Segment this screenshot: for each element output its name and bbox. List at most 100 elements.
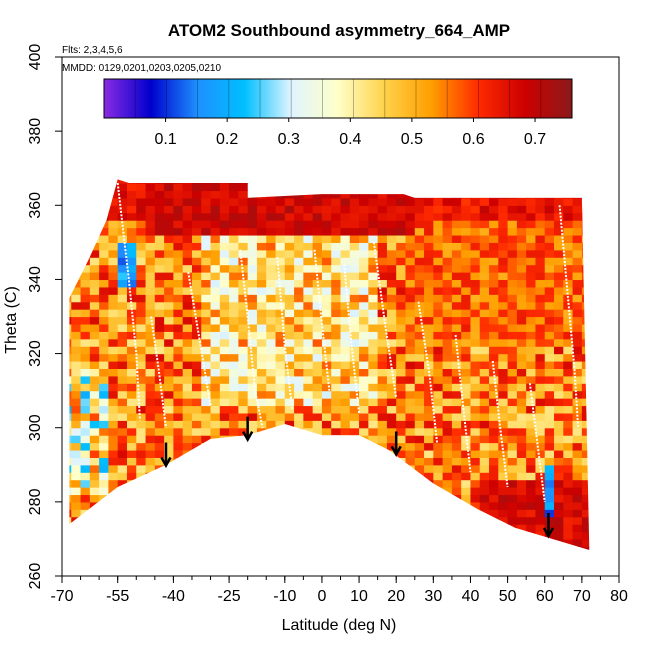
heatmap-cell	[154, 205, 165, 214]
heatmap-cell	[80, 346, 91, 355]
heatmap-cell	[433, 183, 444, 192]
heatmap-cell	[294, 301, 304, 310]
heatmap-cell	[516, 323, 527, 332]
heatmap-cell	[377, 212, 388, 221]
heatmap-cell	[405, 442, 416, 451]
heatmap-cell	[340, 190, 351, 199]
heatmap-cell	[219, 531, 230, 540]
heatmap-cell	[229, 405, 239, 414]
heatmap-cell	[201, 168, 211, 176]
heatmap-cell	[99, 390, 110, 399]
heatmap-cell	[89, 368, 100, 377]
heatmap-cell	[69, 234, 72, 243]
heatmap-cell	[386, 405, 397, 414]
heatmap-cell	[173, 179, 184, 184]
heatmap-cell	[126, 487, 137, 496]
heatmap-cell	[89, 516, 100, 525]
heatmap-cell	[544, 183, 555, 192]
heatmap-cell	[349, 472, 360, 481]
heatmap-cell	[470, 323, 481, 332]
heatmap-cell	[442, 264, 453, 273]
heatmap-cell	[349, 412, 360, 421]
heatmap-cell	[284, 487, 295, 496]
heatmap-cell	[544, 323, 555, 332]
heatmap-cell	[572, 301, 583, 310]
heatmap-cell	[461, 294, 472, 303]
heatmap-cell	[219, 516, 230, 525]
heatmap-cell	[591, 420, 601, 428]
heatmap-cell	[331, 546, 342, 551]
heatmap-cell	[99, 316, 110, 325]
heatmap-cell	[219, 331, 230, 340]
heatmap-cell	[275, 205, 286, 214]
heatmap-cell	[238, 205, 249, 214]
heatmap-cell	[581, 346, 590, 355]
heatmap-cell	[136, 509, 147, 518]
heatmap-cell	[312, 316, 323, 325]
heatmap-cell	[145, 464, 156, 473]
heatmap-cell	[349, 405, 360, 414]
heatmap-cell	[451, 524, 462, 533]
heatmap-cell	[368, 227, 379, 236]
heatmap-cell	[266, 264, 277, 273]
heatmap-cell	[238, 212, 249, 221]
heatmap-cell	[442, 398, 453, 407]
heatmap-cell	[368, 472, 379, 481]
heatmap-cell	[266, 257, 277, 266]
heatmap-cell	[321, 420, 332, 429]
heatmap-cell	[461, 257, 472, 266]
heatmap-cell	[498, 457, 509, 466]
heatmap-cell	[433, 531, 444, 540]
heatmap-cell	[414, 524, 425, 533]
heatmap-cell	[247, 472, 258, 481]
heatmap-cell	[211, 554, 221, 562]
heatmap-cell	[386, 264, 397, 273]
heatmap-cell	[154, 257, 165, 266]
heatmap-cell	[210, 212, 221, 221]
heatmap-cell	[238, 457, 249, 466]
heatmap-cell	[563, 205, 574, 214]
heatmap-cell	[414, 183, 425, 192]
heatmap-cell	[71, 442, 82, 451]
heatmap-cell	[89, 479, 100, 488]
heatmap-cell	[461, 272, 472, 281]
heatmap-cell	[247, 279, 258, 288]
heatmap-cell	[424, 375, 434, 384]
heatmap-cell	[164, 353, 174, 362]
heatmap-cell	[303, 197, 314, 206]
heatmap-cell	[275, 368, 286, 377]
heatmap-field	[69, 168, 601, 562]
heatmap-cell	[331, 464, 342, 473]
heatmap-cell	[433, 331, 444, 340]
heatmap-cell	[424, 546, 434, 551]
heatmap-cell	[80, 227, 91, 236]
heatmap-cell	[591, 532, 601, 540]
heatmap-cell	[535, 472, 546, 481]
heatmap-cell	[535, 375, 546, 384]
heatmap-cell	[266, 360, 277, 369]
heatmap-cell	[405, 205, 416, 214]
heatmap-cell	[591, 509, 601, 517]
heatmap-cell	[71, 309, 82, 318]
heatmap-cell	[544, 383, 555, 392]
heatmap-cell	[535, 205, 546, 214]
heatmap-cell	[479, 479, 490, 488]
heatmap-cell	[136, 435, 147, 444]
heatmap-cell	[89, 227, 100, 236]
heatmap-cell	[516, 412, 527, 421]
heatmap-cell	[238, 420, 249, 429]
heatmap-cell	[247, 398, 258, 407]
heatmap-cell	[433, 205, 444, 214]
heatmap-cell	[414, 479, 425, 488]
heatmap-cell	[275, 242, 286, 251]
heatmap-cell	[368, 338, 379, 347]
heatmap-cell	[442, 338, 453, 347]
heatmap-cell	[99, 464, 110, 473]
heatmap-cell	[359, 538, 369, 547]
heatmap-cell	[154, 212, 165, 221]
aircraft-arrow	[390, 431, 402, 457]
heatmap-cell	[71, 264, 82, 273]
colorbar-bar	[103, 78, 573, 119]
heatmap-cell	[516, 390, 527, 399]
heatmap-cell	[69, 301, 72, 310]
